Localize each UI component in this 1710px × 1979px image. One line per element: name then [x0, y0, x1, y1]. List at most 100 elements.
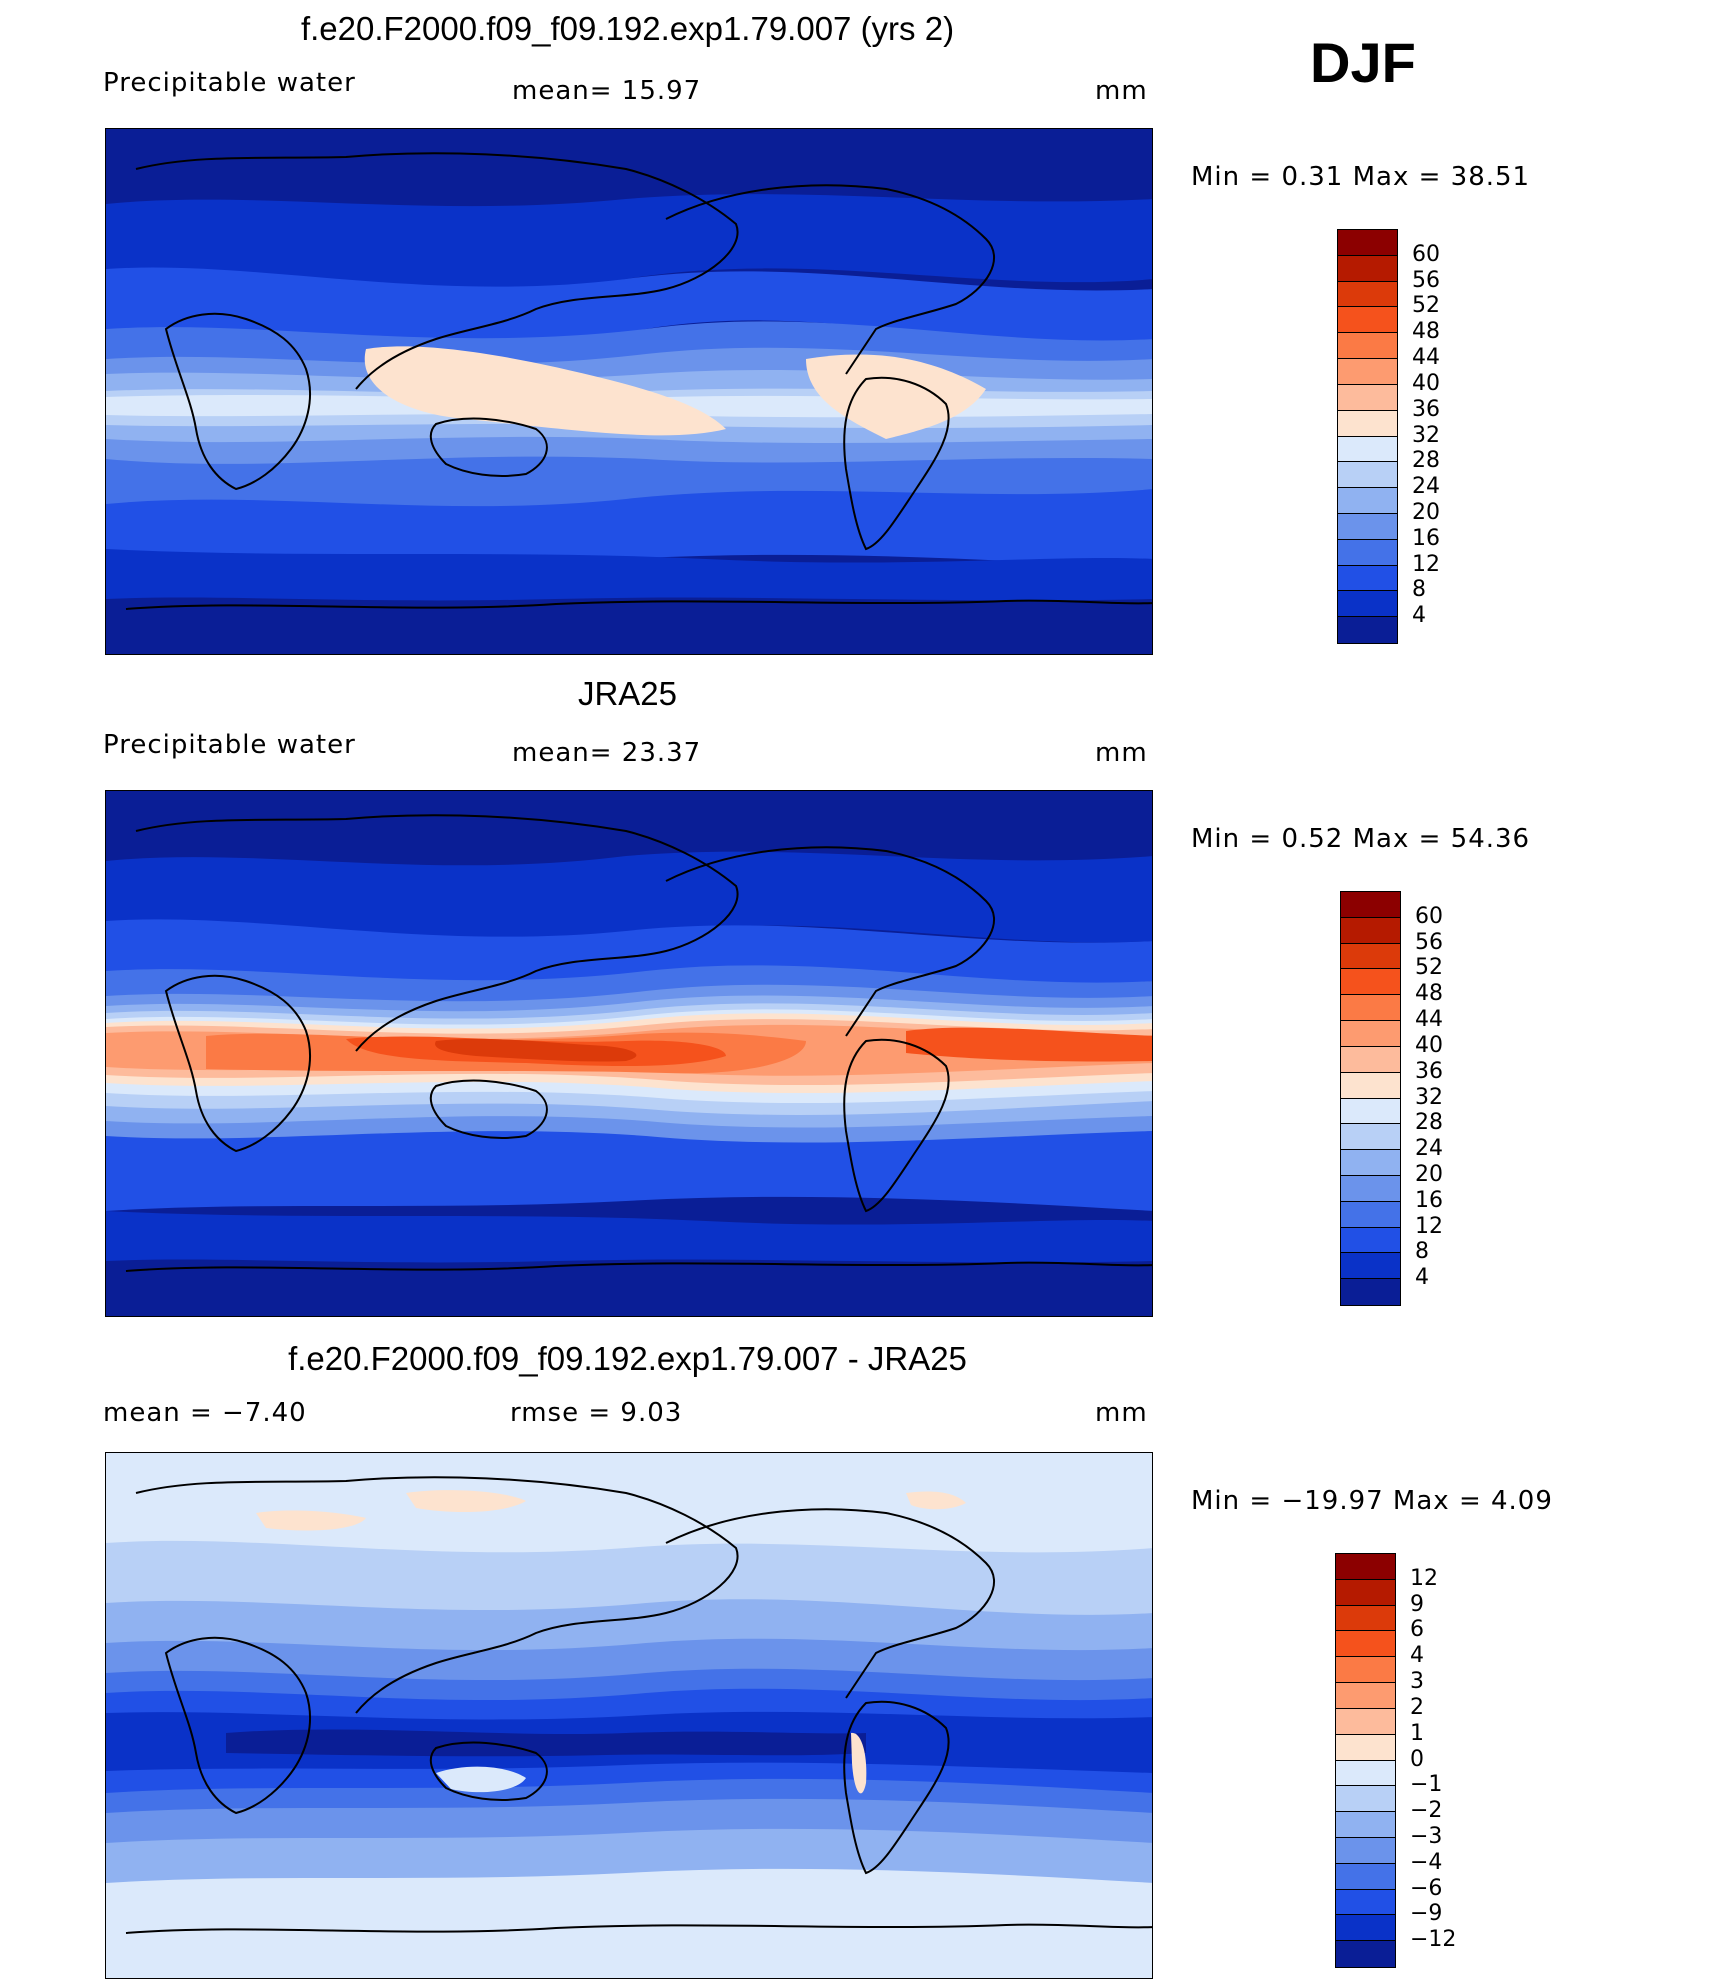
colorbar-box	[1336, 1657, 1395, 1684]
colorbar-box	[1338, 333, 1397, 360]
colorbar-box	[1341, 1253, 1400, 1280]
colorbar-tick-label: 12	[1412, 551, 1440, 577]
panel-2-mean-label: mean= 23.37	[512, 738, 702, 768]
panel-2-title: JRA25	[577, 675, 678, 712]
colorbar-tick-label: 28	[1412, 448, 1440, 474]
colorbar-box	[1341, 1021, 1400, 1047]
colorbar-tick-label: 44	[1415, 1007, 1443, 1033]
colorbar-tick-label: 44	[1412, 345, 1440, 371]
colorbar-tick-label: −2	[1410, 1798, 1443, 1824]
colorbar-tick-label: 40	[1415, 1032, 1443, 1058]
colorbar-box	[1341, 1098, 1400, 1125]
colorbar-tick-label: 9	[1410, 1591, 1424, 1617]
colorbar-box	[1341, 1150, 1400, 1176]
colorbar-tick-label: 6	[1410, 1617, 1424, 1643]
colorbar-box	[1336, 1683, 1395, 1709]
colorbar-box	[1341, 1227, 1400, 1254]
panel-1-units-label: mm	[1095, 76, 1148, 106]
colorbar-box	[1336, 1708, 1395, 1735]
colorbar-box	[1341, 969, 1400, 996]
colorbar-box	[1336, 1889, 1395, 1916]
colorbar-box	[1341, 995, 1400, 1022]
colorbar-box	[1336, 1631, 1395, 1658]
colorbar-box	[1341, 892, 1400, 918]
colorbar-box	[1338, 539, 1397, 566]
colorbar-box	[1336, 1786, 1395, 1813]
colorbar-tick-label: 16	[1415, 1187, 1443, 1213]
colorbar-tick-label: 52	[1412, 293, 1440, 319]
colorbar-box	[1341, 943, 1400, 970]
colorbar-tick-label: −6	[1410, 1875, 1443, 1901]
colorbar-tick-label: 3	[1410, 1669, 1424, 1695]
colorbar-box	[1341, 917, 1400, 944]
colorbar-box	[1341, 1124, 1400, 1151]
panel-2-variable-label: Precipitable water	[103, 730, 356, 760]
colorbar-box	[1338, 359, 1397, 385]
colorbar-tick-label: 2	[1410, 1694, 1424, 1720]
colorbar-tick-label: 48	[1415, 981, 1443, 1007]
colorbar-box	[1336, 1554, 1395, 1580]
colorbar-tick-label: 36	[1412, 396, 1440, 422]
colorbar-tick-label: 48	[1412, 319, 1440, 345]
colorbar-box	[1341, 1175, 1400, 1202]
colorbar-box	[1341, 1072, 1400, 1099]
colorbar-tick-label: 56	[1412, 267, 1440, 293]
panel-1-colorbar	[1337, 229, 1398, 644]
colorbar-tick-label: 32	[1415, 1084, 1443, 1110]
panel-1-mean-label: mean= 15.97	[512, 76, 702, 106]
colorbar-tick-label: 8	[1415, 1239, 1429, 1265]
colorbar-box	[1338, 565, 1397, 592]
colorbar-tick-label: −1	[1410, 1772, 1443, 1798]
colorbar-tick-label: 8	[1412, 577, 1426, 603]
panel-1-title: f.e20.F2000.f09_f09.192.exp1.79.007 (yrs…	[300, 10, 955, 47]
colorbar-tick-label: 52	[1415, 955, 1443, 981]
panel-3-map	[105, 1452, 1153, 1979]
panel-1-map-field	[106, 129, 1152, 654]
colorbar-box	[1338, 591, 1397, 618]
colorbar-tick-label: 60	[1415, 903, 1443, 929]
panel-2-minmax: Min = 0.52 Max = 54.36	[1191, 824, 1531, 854]
colorbar-box	[1336, 1605, 1395, 1632]
colorbar-box	[1336, 1863, 1395, 1890]
panel-1-variable-label: Precipitable water	[103, 68, 356, 98]
colorbar-tick-label: 4	[1415, 1265, 1429, 1291]
colorbar-box	[1338, 617, 1397, 643]
colorbar-tick-label: −9	[1410, 1901, 1443, 1927]
panel-2-colorbar	[1340, 891, 1401, 1306]
panel-2-units-label: mm	[1095, 738, 1148, 768]
colorbar-box	[1338, 462, 1397, 489]
colorbar-tick-label: 20	[1412, 499, 1440, 525]
panel-3-map-field	[106, 1453, 1152, 1978]
colorbar-box	[1338, 230, 1397, 256]
panel-3-rmse-label: rmse = 9.03	[510, 1398, 683, 1428]
colorbar-tick-label: 28	[1415, 1110, 1443, 1136]
panel-3-mean-label: mean = −7.40	[103, 1398, 307, 1428]
colorbar-box	[1338, 384, 1397, 411]
colorbar-box	[1338, 410, 1397, 437]
colorbar-box	[1336, 1579, 1395, 1606]
colorbar-tick-label: 4	[1410, 1643, 1424, 1669]
colorbar-tick-label: 4	[1412, 603, 1426, 629]
colorbar-box	[1338, 281, 1397, 308]
panel-2-map	[105, 790, 1153, 1317]
panel-2-map-field	[106, 791, 1152, 1316]
colorbar-tick-label: 40	[1412, 370, 1440, 396]
colorbar-tick-label: 12	[1415, 1213, 1443, 1239]
panel-3-minmax: Min = −19.97 Max = 4.09	[1191, 1486, 1553, 1516]
colorbar-box	[1341, 1046, 1400, 1073]
colorbar-tick-label: 20	[1415, 1161, 1443, 1187]
colorbar-tick-label: 16	[1412, 525, 1440, 551]
colorbar-box	[1338, 255, 1397, 282]
season-label: DJF	[1310, 31, 1416, 94]
colorbar-box	[1336, 1760, 1395, 1787]
colorbar-box	[1338, 488, 1397, 514]
colorbar-box	[1341, 1201, 1400, 1228]
colorbar-box	[1336, 1941, 1395, 1967]
colorbar-tick-label: 24	[1412, 474, 1440, 500]
colorbar-box	[1338, 513, 1397, 540]
colorbar-box	[1341, 1279, 1400, 1305]
colorbar-tick-label: −12	[1410, 1927, 1457, 1953]
panel-3-colorbar	[1335, 1553, 1396, 1968]
colorbar-tick-label: 1	[1410, 1720, 1424, 1746]
colorbar-tick-label: 0	[1410, 1746, 1424, 1772]
